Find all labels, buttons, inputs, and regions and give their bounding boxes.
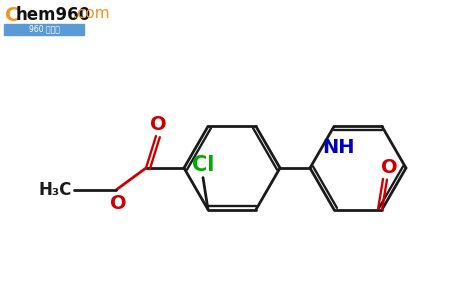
Text: .com: .com: [72, 6, 109, 21]
Text: 960 化工网: 960 化工网: [28, 25, 59, 33]
Text: C: C: [5, 6, 19, 25]
Text: Cl: Cl: [192, 155, 214, 175]
Text: NH: NH: [323, 138, 355, 157]
Text: H₃C: H₃C: [38, 181, 72, 199]
Text: O: O: [381, 158, 397, 177]
Bar: [4, 24, 84, 35]
Text: O: O: [109, 194, 126, 213]
Text: hem960: hem960: [16, 6, 91, 24]
Text: O: O: [150, 115, 166, 134]
